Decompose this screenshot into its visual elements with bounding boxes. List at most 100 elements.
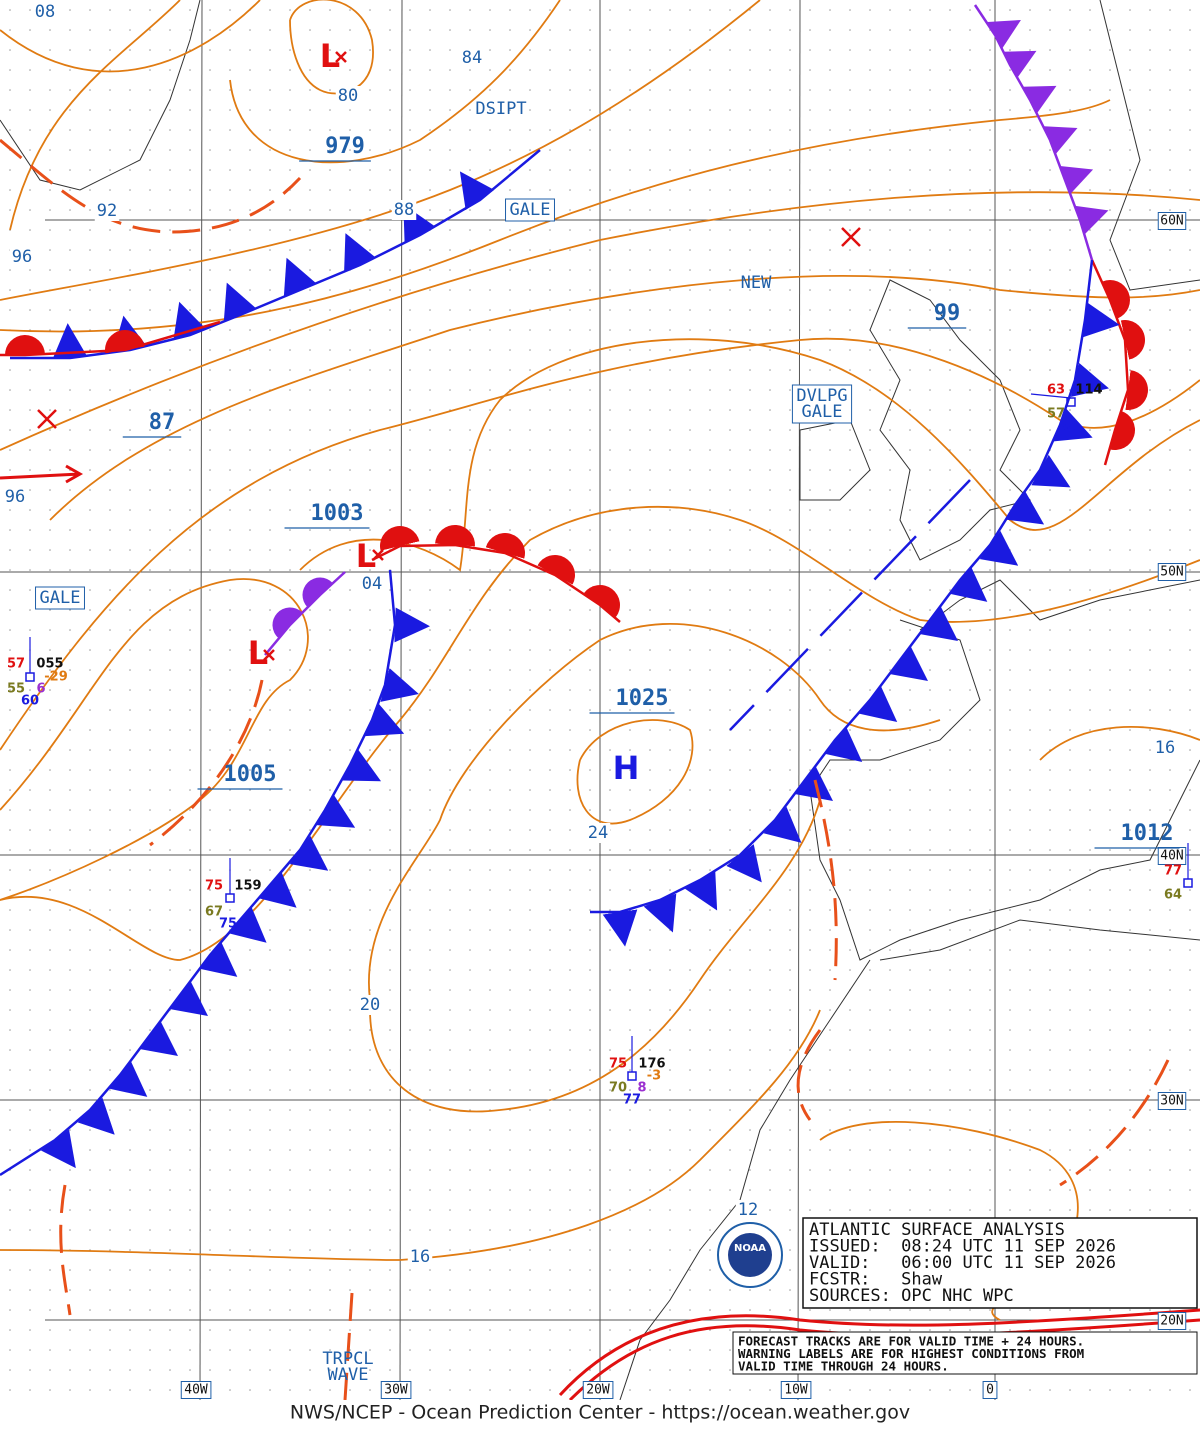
info-panel: NOAA NWS/NCEP - Ocean Prediction Center … <box>0 1217 1200 1433</box>
footer-bg <box>0 1400 1200 1433</box>
x-mark <box>372 549 384 561</box>
info-line: FCSTR: Shaw <box>809 1270 943 1290</box>
station-value: 77 <box>1164 864 1182 879</box>
isobar-label: 20 <box>360 995 380 1015</box>
system-symbol: L <box>356 537 376 575</box>
warm-front <box>0 320 221 357</box>
lon-label: 30W <box>384 1383 408 1398</box>
isobar <box>0 0 261 73</box>
label-box <box>582 1381 614 1399</box>
info-line: SOURCES: OPC NHC WPC <box>809 1286 1014 1306</box>
coast <box>0 0 201 191</box>
station-value: 57 <box>7 657 25 672</box>
station-value: 75 <box>609 1057 627 1072</box>
station-value: 64 <box>1164 888 1182 903</box>
pressure-label: 87 <box>149 410 176 435</box>
isobar-label-bg <box>359 574 385 594</box>
warning-label: DVLPG <box>796 386 847 406</box>
x-marks <box>37 51 861 661</box>
trough <box>0 138 302 234</box>
isobar-label-bg <box>2 487 28 507</box>
station-value: 159 <box>234 879 261 894</box>
isobar-label-bg <box>357 995 383 1015</box>
lat-label: 40N <box>1160 849 1183 864</box>
label-box <box>1157 1092 1187 1110</box>
lon-label: 10W <box>784 1383 808 1398</box>
isobar-label-bg <box>391 200 417 220</box>
lat-label: 60N <box>1160 214 1183 229</box>
cold-front <box>0 569 430 1177</box>
warm-front <box>371 525 621 623</box>
station-value: 63 <box>1047 383 1065 398</box>
note-line: FORECAST TRACKS ARE FOR VALID TIME + 24 … <box>738 1334 1084 1349</box>
tropical-wave <box>343 1292 354 1401</box>
wind-barb <box>1030 393 1072 399</box>
isobar-label: 08 <box>35 2 55 22</box>
station-value: 55 <box>7 682 25 697</box>
lon-label: 0 <box>986 1383 994 1398</box>
station-value: 77 <box>623 1093 641 1108</box>
warning-label: GALE <box>510 200 551 220</box>
isobar-label-bg <box>1152 738 1178 758</box>
track-arrow <box>0 464 84 484</box>
station-value: 176 <box>638 1057 665 1072</box>
station-value: 8 <box>637 1081 646 1096</box>
isobar <box>289 0 374 95</box>
warning-box <box>505 198 555 222</box>
station-value: 67 <box>205 905 223 920</box>
x-mark <box>335 51 347 63</box>
warning-label: GALE <box>802 402 843 422</box>
trough <box>796 1029 822 1121</box>
warning-label: WAVE <box>328 1365 369 1385</box>
isobar-label: 04 <box>362 574 382 594</box>
label-box <box>780 1381 812 1399</box>
isobar-label-bg <box>94 201 120 221</box>
label-box <box>180 1381 212 1399</box>
credit: NWS/NCEP - Ocean Prediction Center - htt… <box>290 1402 910 1424</box>
station-value: 57 <box>1047 407 1065 422</box>
station-value: -3 <box>647 1069 661 1084</box>
warning-label: DSIPT <box>475 99 526 119</box>
system-symbol: L <box>320 37 340 75</box>
isobar-label: 12 <box>738 1200 758 1220</box>
info-line: ATLANTIC SURFACE ANALYSIS <box>809 1220 1065 1240</box>
tropical-wave <box>59 1184 72 1316</box>
isobar-label-bg <box>585 823 611 843</box>
station-value: -29 <box>44 670 68 685</box>
pressure-label: 1003 <box>311 501 364 526</box>
x-mark <box>37 409 57 429</box>
label-box <box>1157 563 1187 581</box>
warning-label: TRPCL <box>322 1349 373 1369</box>
warning-box <box>35 586 85 610</box>
warning-label: GALE <box>40 588 81 608</box>
isobar-label: 88 <box>394 200 414 220</box>
station-value: 75 <box>219 917 237 932</box>
note-line: WARNING LABELS ARE FOR HIGHEST CONDITION… <box>738 1346 1084 1361</box>
lat-label: 20N <box>1160 1314 1183 1329</box>
noaa-logo-inner <box>728 1233 772 1277</box>
trough <box>813 779 838 981</box>
note-line: VALID TIME THROUGH 24 HOURS. <box>738 1359 949 1374</box>
station-value: 70 <box>609 1081 627 1096</box>
itcz <box>568 1318 1200 1402</box>
isobar-label-bg <box>407 1247 433 1267</box>
isobar-label: 24 <box>588 823 608 843</box>
info-line: ISSUED: 08:24 UTC 11 SEP 2026 <box>809 1237 1116 1257</box>
station-value: 6 <box>36 682 45 697</box>
x-mark <box>841 227 861 247</box>
station-value: 60 <box>21 694 39 709</box>
station-value: 75 <box>205 879 223 894</box>
info-box <box>802 1217 1198 1309</box>
system-symbol: L <box>248 634 268 672</box>
isobar-label-bg <box>9 247 35 267</box>
x-mark <box>263 649 275 661</box>
occluded-front <box>264 571 346 656</box>
fronts <box>0 4 1200 1402</box>
forecast-front <box>729 479 971 731</box>
station-value: 51 <box>1062 421 1080 436</box>
lon-label: 40W <box>184 1383 208 1398</box>
lon-label: 20W <box>586 1383 610 1398</box>
logo-text: NOAA <box>734 1243 766 1254</box>
station-value: 055 <box>36 657 63 672</box>
